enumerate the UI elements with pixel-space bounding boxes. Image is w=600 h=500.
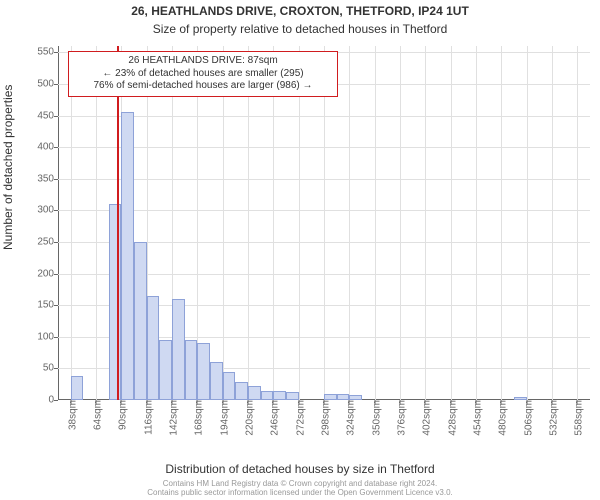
- histogram-bar: [210, 362, 223, 400]
- ytick-label: 0: [48, 395, 58, 406]
- xtick-label: 64sqm: [89, 400, 104, 430]
- x-axis-label: Distribution of detached houses by size …: [0, 462, 600, 476]
- xtick-label: 168sqm: [190, 400, 205, 436]
- histogram-bar: [261, 391, 274, 400]
- xtick-label: 480sqm: [494, 400, 509, 436]
- title-line-2: Size of property relative to detached ho…: [0, 22, 600, 36]
- annotation-line: ← 23% of detached houses are smaller (29…: [75, 68, 331, 81]
- ytick-label: 350: [37, 173, 58, 184]
- plot-area: 05010015020025030035040045050055038sqm64…: [58, 46, 590, 400]
- histogram-bar: [197, 343, 210, 400]
- xtick-label: 272sqm: [291, 400, 306, 436]
- gridline-vertical: [223, 46, 224, 400]
- gridline-vertical: [476, 46, 477, 400]
- histogram-bar: [248, 386, 261, 400]
- histogram-bar: [286, 392, 299, 400]
- footer-line: Contains HM Land Registry data © Crown c…: [0, 479, 600, 489]
- gridline-vertical: [451, 46, 452, 400]
- histogram-bar: [172, 299, 185, 400]
- histogram-bar: [159, 340, 172, 400]
- xtick-label: 558sqm: [570, 400, 585, 436]
- ytick-label: 400: [37, 142, 58, 153]
- ytick-label: 100: [37, 331, 58, 342]
- xtick-label: 454sqm: [469, 400, 484, 436]
- footer-line: Contains public sector information licen…: [0, 488, 600, 498]
- xtick-label: 38sqm: [63, 400, 78, 430]
- xtick-label: 116sqm: [139, 400, 154, 435]
- xtick-label: 506sqm: [519, 400, 534, 436]
- xtick-label: 142sqm: [165, 400, 180, 436]
- ytick-label: 50: [43, 363, 58, 374]
- gridline-vertical: [527, 46, 528, 400]
- gridline-vertical: [501, 46, 502, 400]
- annotation-box: 26 HEATHLANDS DRIVE: 87sqm← 23% of detac…: [68, 51, 338, 97]
- histogram-bar: [514, 397, 527, 400]
- ytick-label: 550: [37, 47, 58, 58]
- ytick-label: 450: [37, 110, 58, 121]
- histogram-bar: [349, 395, 362, 400]
- histogram-bar: [134, 242, 147, 400]
- xtick-label: 90sqm: [114, 400, 129, 430]
- ytick-label: 150: [37, 300, 58, 311]
- xtick-label: 350sqm: [367, 400, 382, 436]
- histogram-bar: [235, 382, 248, 400]
- ytick-label: 200: [37, 268, 58, 279]
- histogram-bar: [71, 376, 84, 400]
- histogram-bar: [337, 394, 350, 400]
- histogram-bar: [324, 394, 337, 400]
- annotation-line: 76% of semi-detached houses are larger (…: [75, 80, 331, 93]
- xtick-label: 298sqm: [317, 400, 332, 436]
- gridline-vertical: [248, 46, 249, 400]
- gridline-vertical: [96, 46, 97, 400]
- annotation-line: 26 HEATHLANDS DRIVE: 87sqm: [75, 55, 331, 68]
- footer-attribution: Contains HM Land Registry data © Crown c…: [0, 479, 600, 498]
- gridline-vertical: [273, 46, 274, 400]
- gridline-vertical: [425, 46, 426, 400]
- histogram-bar: [147, 296, 160, 400]
- ytick-label: 300: [37, 205, 58, 216]
- property-marker-line: [117, 46, 119, 400]
- xtick-label: 428sqm: [443, 400, 458, 436]
- xtick-label: 402sqm: [418, 400, 433, 436]
- xtick-label: 194sqm: [215, 400, 230, 436]
- gridline-vertical: [552, 46, 553, 400]
- gridline-vertical: [324, 46, 325, 400]
- gridline-vertical: [577, 46, 578, 400]
- gridline-vertical: [71, 46, 72, 400]
- xtick-label: 246sqm: [266, 400, 281, 436]
- gridline-vertical: [375, 46, 376, 400]
- gridline-vertical: [400, 46, 401, 400]
- gridline-vertical: [299, 46, 300, 400]
- ytick-label: 500: [37, 78, 58, 89]
- ytick-label: 250: [37, 236, 58, 247]
- gridline-vertical: [349, 46, 350, 400]
- xtick-label: 220sqm: [241, 400, 256, 436]
- y-axis-line: [58, 46, 59, 400]
- xtick-label: 376sqm: [393, 400, 408, 436]
- histogram-bar: [185, 340, 198, 400]
- title-line-1: 26, HEATHLANDS DRIVE, CROXTON, THETFORD,…: [0, 4, 600, 18]
- histogram-bar: [273, 391, 286, 400]
- histogram-bar: [223, 372, 236, 400]
- histogram-bar: [109, 204, 122, 400]
- histogram-bar: [121, 112, 134, 400]
- xtick-label: 532sqm: [545, 400, 560, 436]
- y-axis-label: Number of detached properties: [1, 85, 15, 250]
- xtick-label: 324sqm: [342, 400, 357, 436]
